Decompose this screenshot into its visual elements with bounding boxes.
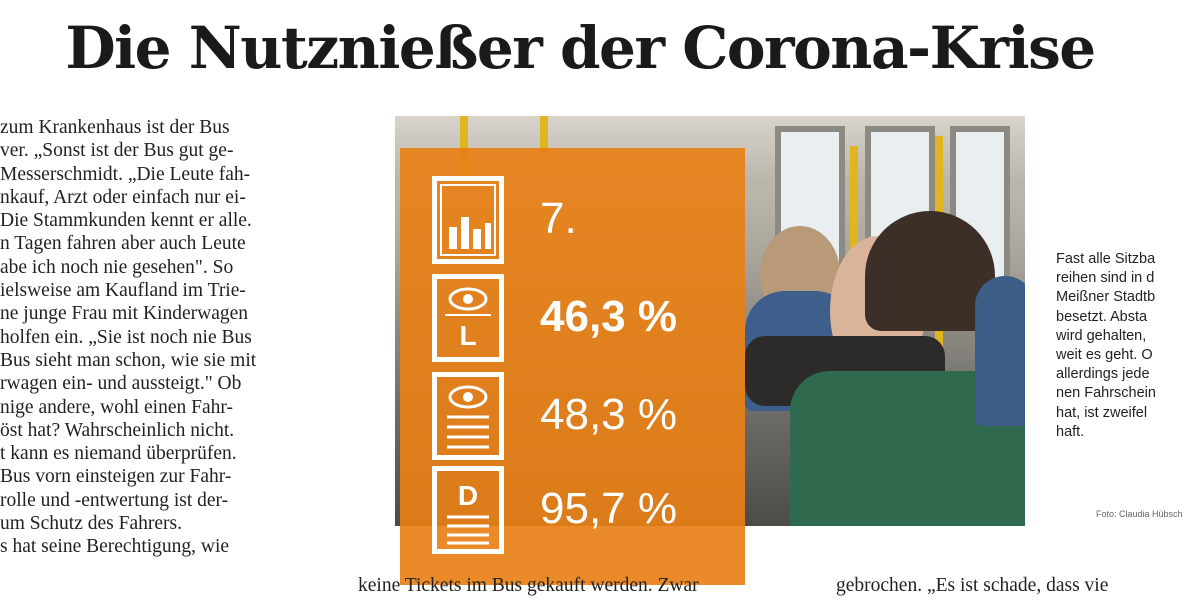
text-line: Bus sieht man schon, wie sie mit bbox=[0, 349, 257, 371]
text-line: öst hat? Wahrscheinlich nicht. bbox=[0, 419, 235, 441]
text-line: nige andere, wohl einen Fahr- bbox=[0, 396, 233, 418]
bar-chart-icon bbox=[432, 176, 504, 264]
stat-value: 7. bbox=[540, 194, 577, 243]
stat-value: 95,7 % bbox=[540, 484, 677, 533]
text-line: s hat seine Berechtigung, wie bbox=[0, 536, 230, 558]
text-line: Die Stammkunden kennt er alle. bbox=[0, 210, 252, 232]
passenger-cap bbox=[865, 211, 995, 331]
text-line: Messerschmidt. „Die Leute fah- bbox=[0, 163, 251, 185]
stat-value: 48,3 % bbox=[540, 390, 677, 439]
photo-credit: Foto: Claudia Hübsch bbox=[1096, 509, 1183, 519]
text-line: nkauf, Arzt oder einfach nur ei- bbox=[0, 186, 246, 208]
caption-line: besetzt. Absta bbox=[1056, 308, 1148, 325]
infographic-panel: 7. L 46,3 % 48,3 % bbox=[400, 148, 745, 585]
text-line: zum Krankenhaus ist der Bus bbox=[0, 117, 230, 138]
yellow-pole bbox=[540, 116, 548, 156]
caption-line: Meißner Stadtb bbox=[1056, 289, 1156, 306]
text-line: rwagen ein- und aussteigt." Ob bbox=[0, 373, 242, 395]
caption-line: haft. bbox=[1056, 423, 1085, 440]
caption-line: Fast alle Sitzba bbox=[1056, 251, 1156, 267]
eye-document-icon bbox=[432, 372, 504, 460]
icon-letter-d: D bbox=[458, 480, 478, 511]
headline: Die Nutznießer der Corona-Krise bbox=[65, 14, 1096, 82]
document-d-icon: D bbox=[432, 466, 504, 554]
text-line: ver. „Sonst ist der Bus gut ge- bbox=[0, 140, 234, 162]
stat-value: 46,3 % bbox=[540, 292, 677, 341]
text-line: t kann es niemand überprüfen. bbox=[0, 443, 237, 465]
article-middle-column-text: keine Tickets im Bus gekauft werden. Zwa… bbox=[358, 575, 699, 596]
stat-row: D 95,7 % bbox=[400, 466, 745, 556]
text-line: Bus vorn einsteigen zur Fahr- bbox=[0, 466, 232, 488]
icon-letter-l: L bbox=[459, 320, 476, 351]
caption-line: weit es geht. O bbox=[1056, 347, 1153, 364]
yellow-pole bbox=[460, 116, 468, 176]
article-right-column-text: gebrochen. „Es ist schade, dass vie bbox=[836, 575, 1109, 596]
eye-l-icon: L bbox=[432, 274, 504, 362]
seat bbox=[975, 276, 1025, 426]
stat-row: 48,3 % bbox=[400, 372, 745, 462]
text-line: ielsweise am Kaufland im Trie- bbox=[0, 280, 246, 302]
caption-line: allerdings jede bbox=[1056, 366, 1150, 383]
text-line: n Tagen fahren aber auch Leute bbox=[0, 233, 246, 255]
text-line: rolle und -entwertung ist der- bbox=[0, 489, 229, 511]
photo-caption: Fast alle Sitzba reihen sind in d Meißne… bbox=[1056, 250, 1200, 442]
text-line: um Schutz des Fahrers. bbox=[0, 513, 182, 535]
stat-row: L 46,3 % bbox=[400, 274, 745, 364]
stat-row: 7. bbox=[400, 176, 745, 266]
caption-line: reihen sind in d bbox=[1056, 270, 1155, 287]
text-line: ne junge Frau mit Kinderwagen bbox=[0, 303, 249, 325]
caption-line: hat, ist zweifel bbox=[1056, 404, 1148, 421]
caption-line: wird gehalten, bbox=[1056, 327, 1147, 344]
text-line: abe ich noch nie gesehen". So bbox=[0, 256, 234, 278]
text-line: holfen ein. „Sie ist noch nie Bus bbox=[0, 326, 252, 348]
article-left-column: zum Krankenhaus ist der Bus ver. „Sonst … bbox=[0, 116, 352, 586]
caption-line: nen Fahrschein bbox=[1056, 385, 1156, 402]
